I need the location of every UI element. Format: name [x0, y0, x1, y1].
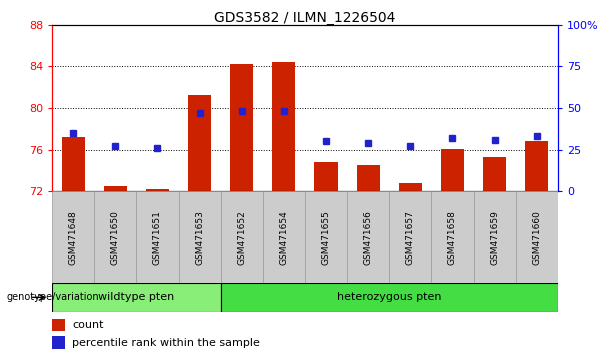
- Text: GSM471659: GSM471659: [490, 210, 499, 265]
- Bar: [441, 149, 464, 191]
- Bar: [136, 191, 178, 283]
- Bar: [52, 191, 94, 283]
- Bar: [221, 283, 558, 312]
- Text: heterozygous pten: heterozygous pten: [337, 292, 441, 302]
- Text: GSM471658: GSM471658: [448, 210, 457, 265]
- Bar: [52, 283, 221, 312]
- Text: percentile rank within the sample: percentile rank within the sample: [72, 338, 260, 348]
- Text: GSM471651: GSM471651: [153, 210, 162, 265]
- Text: GSM471654: GSM471654: [280, 210, 288, 264]
- Bar: [230, 64, 253, 191]
- Bar: [221, 191, 263, 283]
- Text: GSM471653: GSM471653: [195, 210, 204, 265]
- Bar: [347, 191, 389, 283]
- Bar: [94, 191, 136, 283]
- Bar: [432, 191, 473, 283]
- Text: GSM471652: GSM471652: [237, 210, 246, 264]
- Text: GDS3582 / ILMN_1226504: GDS3582 / ILMN_1226504: [215, 11, 395, 25]
- Bar: [272, 62, 295, 191]
- Text: GSM471656: GSM471656: [364, 210, 373, 265]
- Bar: [52, 319, 65, 331]
- Bar: [516, 191, 558, 283]
- Bar: [473, 191, 516, 283]
- Text: GSM471655: GSM471655: [322, 210, 330, 265]
- Bar: [263, 191, 305, 283]
- Bar: [52, 336, 65, 349]
- Text: GSM471660: GSM471660: [532, 210, 541, 265]
- Bar: [146, 189, 169, 191]
- Bar: [525, 141, 549, 191]
- Bar: [188, 96, 211, 191]
- Text: count: count: [72, 320, 104, 330]
- Bar: [398, 183, 422, 191]
- Text: wildtype pten: wildtype pten: [98, 292, 175, 302]
- Bar: [483, 157, 506, 191]
- Bar: [178, 191, 221, 283]
- Text: GSM471657: GSM471657: [406, 210, 415, 265]
- Bar: [357, 165, 380, 191]
- Text: GSM471648: GSM471648: [69, 210, 78, 264]
- Text: genotype/variation: genotype/variation: [6, 292, 99, 302]
- Bar: [104, 186, 127, 191]
- Bar: [314, 162, 338, 191]
- Bar: [305, 191, 347, 283]
- Bar: [61, 137, 85, 191]
- Bar: [389, 191, 432, 283]
- Text: GSM471650: GSM471650: [111, 210, 120, 265]
